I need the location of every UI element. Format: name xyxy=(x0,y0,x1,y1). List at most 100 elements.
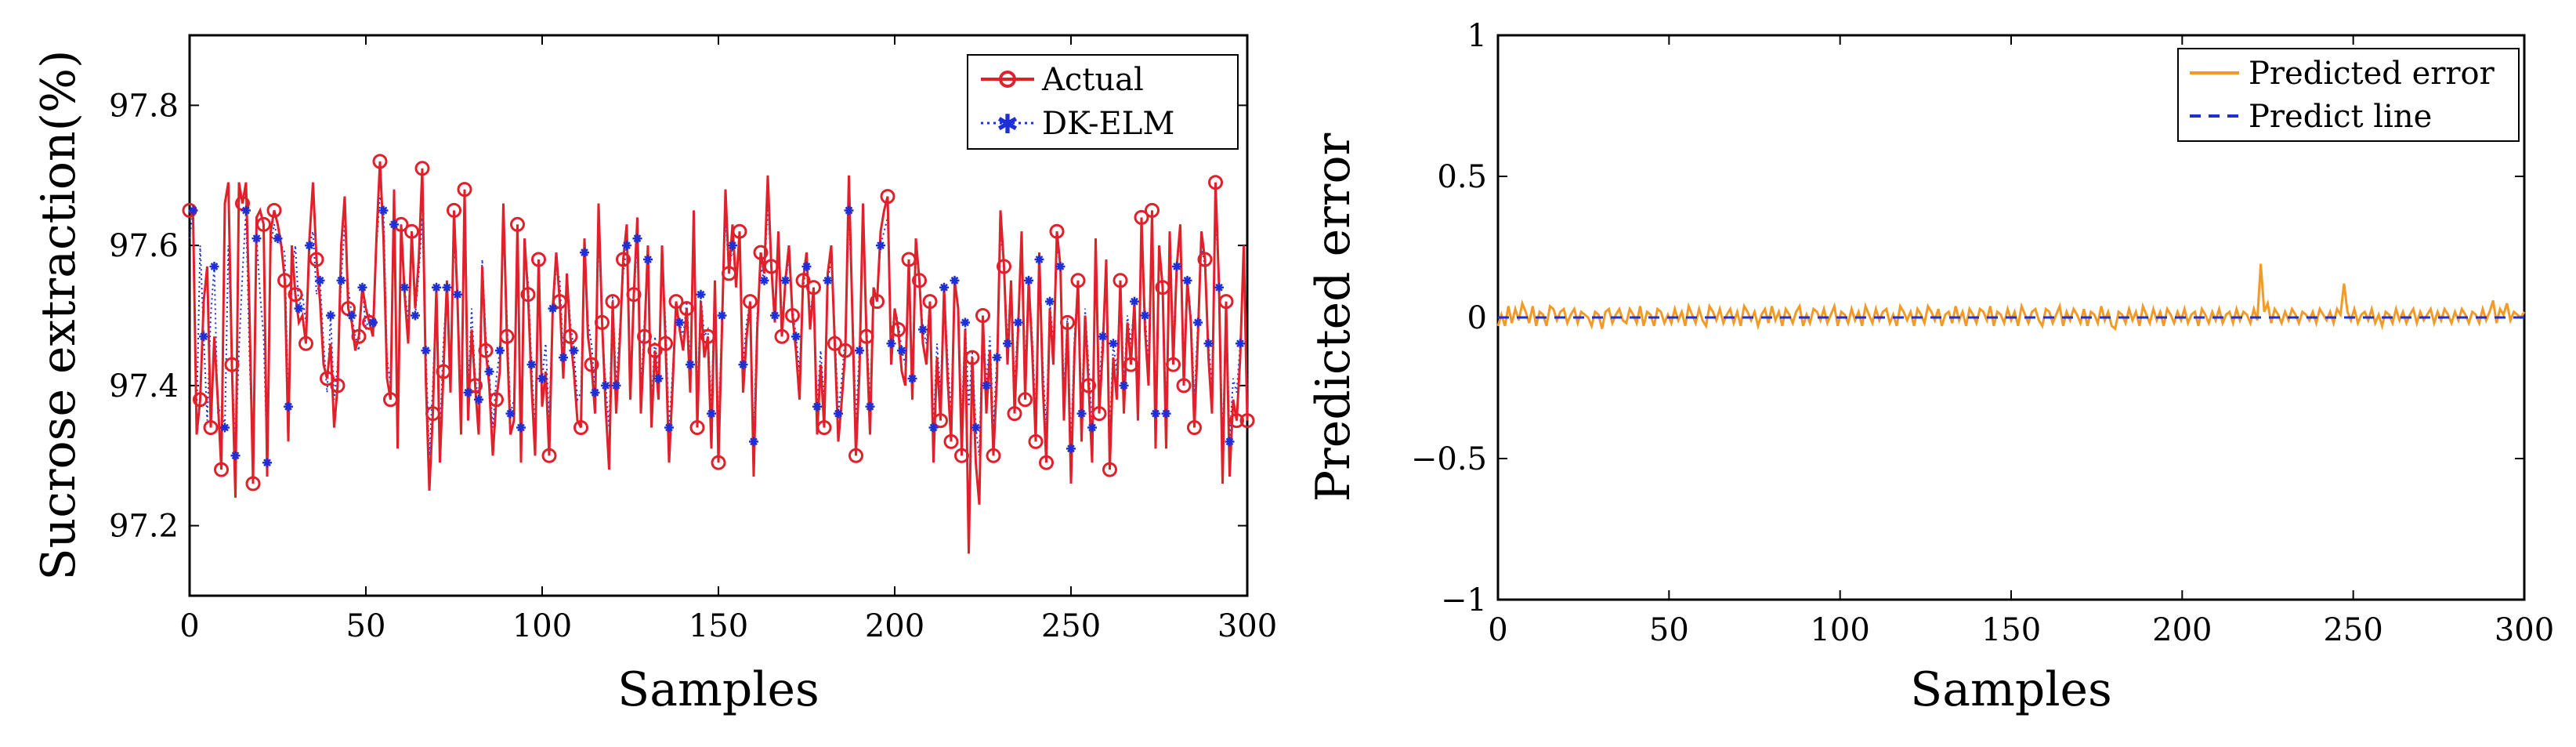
actual-point xyxy=(679,301,694,317)
dk-elm-point xyxy=(855,346,864,356)
dk-elm-point xyxy=(505,408,516,419)
dk-elm-point xyxy=(1214,282,1224,292)
dk-elm-point xyxy=(971,422,981,433)
x-axis-right: 0 50 100 150 200 250 300 xyxy=(1488,35,2554,648)
dk-elm-point xyxy=(1013,317,1023,328)
dk-elm-point xyxy=(1119,380,1129,390)
dk-elm-point xyxy=(1161,408,1171,419)
dk-elm-point xyxy=(653,373,664,383)
actual-point xyxy=(1049,223,1065,239)
actual-point xyxy=(668,294,684,310)
actual-point xyxy=(954,448,969,463)
actual-point xyxy=(658,335,673,351)
actual-point xyxy=(224,357,240,372)
y-tick-label: 0 xyxy=(1467,300,1487,336)
dk-elm-point xyxy=(1076,408,1087,419)
dk-elm-point xyxy=(1109,339,1118,349)
actual-point xyxy=(1155,280,1170,296)
actual-point xyxy=(1070,273,1086,288)
actual-point xyxy=(848,448,863,463)
x-tick-label: 150 xyxy=(689,608,748,644)
y-axis-label-left: Sucrose extraction(%) xyxy=(31,50,86,581)
actual-point xyxy=(298,335,313,351)
x-tick-label: 200 xyxy=(865,608,924,644)
dk-elm-point xyxy=(1130,296,1139,306)
dk-elm-point xyxy=(378,205,389,216)
actual-point xyxy=(986,448,1001,463)
actual-point xyxy=(245,476,261,491)
dk-elm-point xyxy=(199,332,208,342)
x-axis-label-right: Samples xyxy=(1910,662,2112,717)
actual-point xyxy=(330,378,346,393)
dk-elm-point xyxy=(717,310,727,321)
series-group-left xyxy=(182,154,1255,554)
dk-elm-point xyxy=(928,422,939,433)
actual-point xyxy=(1197,252,1213,267)
dk-elm-point xyxy=(389,219,399,230)
dk-elm-point xyxy=(738,360,748,370)
actual-point xyxy=(806,280,821,296)
actual-point xyxy=(478,343,494,358)
dk-elm-point xyxy=(347,310,356,321)
y-tick-label: 97.2 xyxy=(109,509,179,545)
actual-point xyxy=(943,433,959,449)
y-axis-left: 97.2 97.4 97.6 97.8 xyxy=(109,88,1247,545)
x-tick-label: 100 xyxy=(1810,612,1869,648)
actual-point xyxy=(499,328,515,344)
dk-elm-point xyxy=(812,401,822,412)
actual-point xyxy=(1028,433,1044,449)
actual-point xyxy=(531,252,546,267)
dk-elm-point xyxy=(918,325,928,335)
actual-point xyxy=(859,328,874,344)
dk-elm-point xyxy=(622,241,631,251)
x-tick-label: 300 xyxy=(1217,608,1277,644)
dk-elm-point xyxy=(844,205,854,216)
dk-elm-point xyxy=(336,275,346,285)
actual-point xyxy=(1208,175,1223,190)
dk-elm-point xyxy=(273,234,283,244)
actual-point xyxy=(404,223,419,239)
dk-elm-point xyxy=(886,339,896,349)
chart-predicted-error: 0 50 100 150 200 250 300 −1 −0.5 0 0.5 1 Samples P… xyxy=(1306,18,2554,717)
dk-elm-point xyxy=(305,241,314,251)
actual-point xyxy=(436,364,451,379)
dk-elm-point xyxy=(759,275,769,285)
dk-elm-point xyxy=(1045,296,1055,306)
x-tick-label: 50 xyxy=(1649,612,1689,648)
dk-elm-point xyxy=(474,394,483,404)
actual-line xyxy=(188,161,1249,554)
legend-right: Predicted error Predict line xyxy=(2177,48,2520,142)
actual-point xyxy=(1166,357,1181,372)
dk-elm-point xyxy=(580,248,589,258)
dk-elm-point xyxy=(961,317,970,328)
legend-error-label: Predicted error xyxy=(2249,56,2495,92)
legend-box-right xyxy=(2177,48,2520,142)
actual-point xyxy=(743,294,758,310)
dk-elm-point xyxy=(696,289,706,299)
actual-point xyxy=(838,343,853,358)
actual-point xyxy=(1007,406,1022,422)
dk-elm-point xyxy=(294,303,304,314)
dk-elm-point xyxy=(516,422,526,433)
dk-elm-point xyxy=(432,282,441,292)
legend-predictline-label: Predict line xyxy=(2249,99,2432,135)
actual-point xyxy=(320,371,335,386)
x-tick-label: 0 xyxy=(1488,612,1507,648)
dk-elm-point xyxy=(749,437,758,447)
x-tick-label: 50 xyxy=(346,608,386,644)
dk-elm-point xyxy=(368,317,378,328)
actual-point xyxy=(425,406,440,422)
actual-point xyxy=(1081,378,1096,393)
x-tick-label: 250 xyxy=(2323,612,2382,648)
dk-elm-point xyxy=(823,275,833,285)
legend-dkelm-marker: ✱ xyxy=(997,109,1019,140)
dk-elm-point xyxy=(1172,261,1181,271)
dk-elm-point xyxy=(411,310,420,321)
x-tick-label: 100 xyxy=(512,608,572,644)
actual-point xyxy=(605,294,620,310)
dk-elm-point xyxy=(982,380,991,390)
actual-point xyxy=(764,259,779,274)
series-group-right xyxy=(1496,263,2526,332)
y-axis-label-right: Predicted error xyxy=(1306,132,1361,502)
